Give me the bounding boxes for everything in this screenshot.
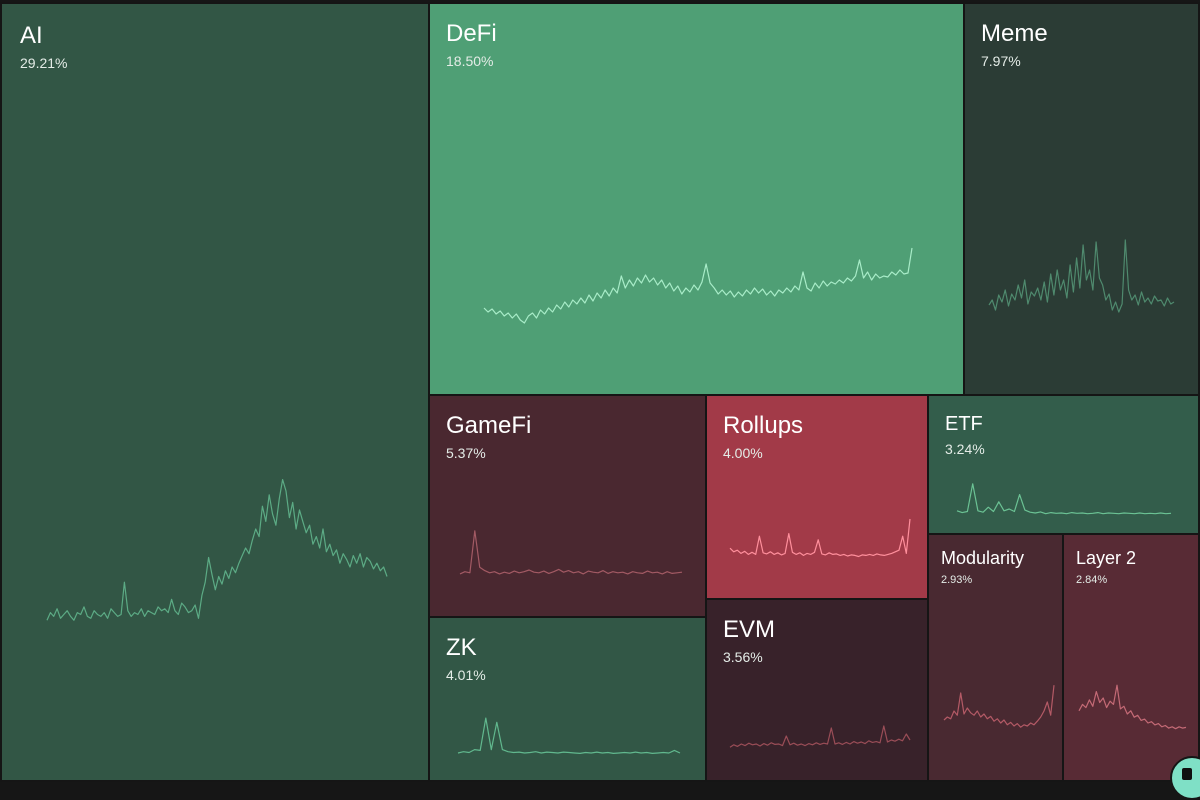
sparkline-path-gamefi	[460, 531, 682, 574]
sparkline-path-modularity	[944, 685, 1054, 727]
sparkline-layer-2	[1064, 535, 1200, 782]
sparkline-path-ai	[47, 480, 387, 621]
sparkline-defi	[430, 4, 965, 396]
sparkline-ai	[2, 4, 430, 782]
corner-action-button[interactable]	[1170, 756, 1200, 800]
sparkline-modularity	[929, 535, 1064, 782]
sparkline-zk	[430, 618, 707, 782]
sparkline-evm	[707, 600, 929, 782]
sparkline-path-layer-2	[1079, 685, 1186, 729]
sparkline-path-rollups	[730, 519, 910, 557]
sparkline-path-defi	[484, 248, 912, 323]
sparkline-path-etf	[957, 484, 1171, 514]
sparkline-path-meme	[989, 240, 1174, 312]
sparkline-path-evm	[730, 726, 910, 747]
sparkline-etf	[929, 396, 1200, 535]
sparkline-path-zk	[458, 718, 680, 753]
sparkline-gamefi	[430, 396, 707, 618]
sparkline-meme	[965, 4, 1200, 396]
corner-button-icon	[1182, 768, 1192, 780]
sparkline-rollups	[707, 396, 929, 600]
